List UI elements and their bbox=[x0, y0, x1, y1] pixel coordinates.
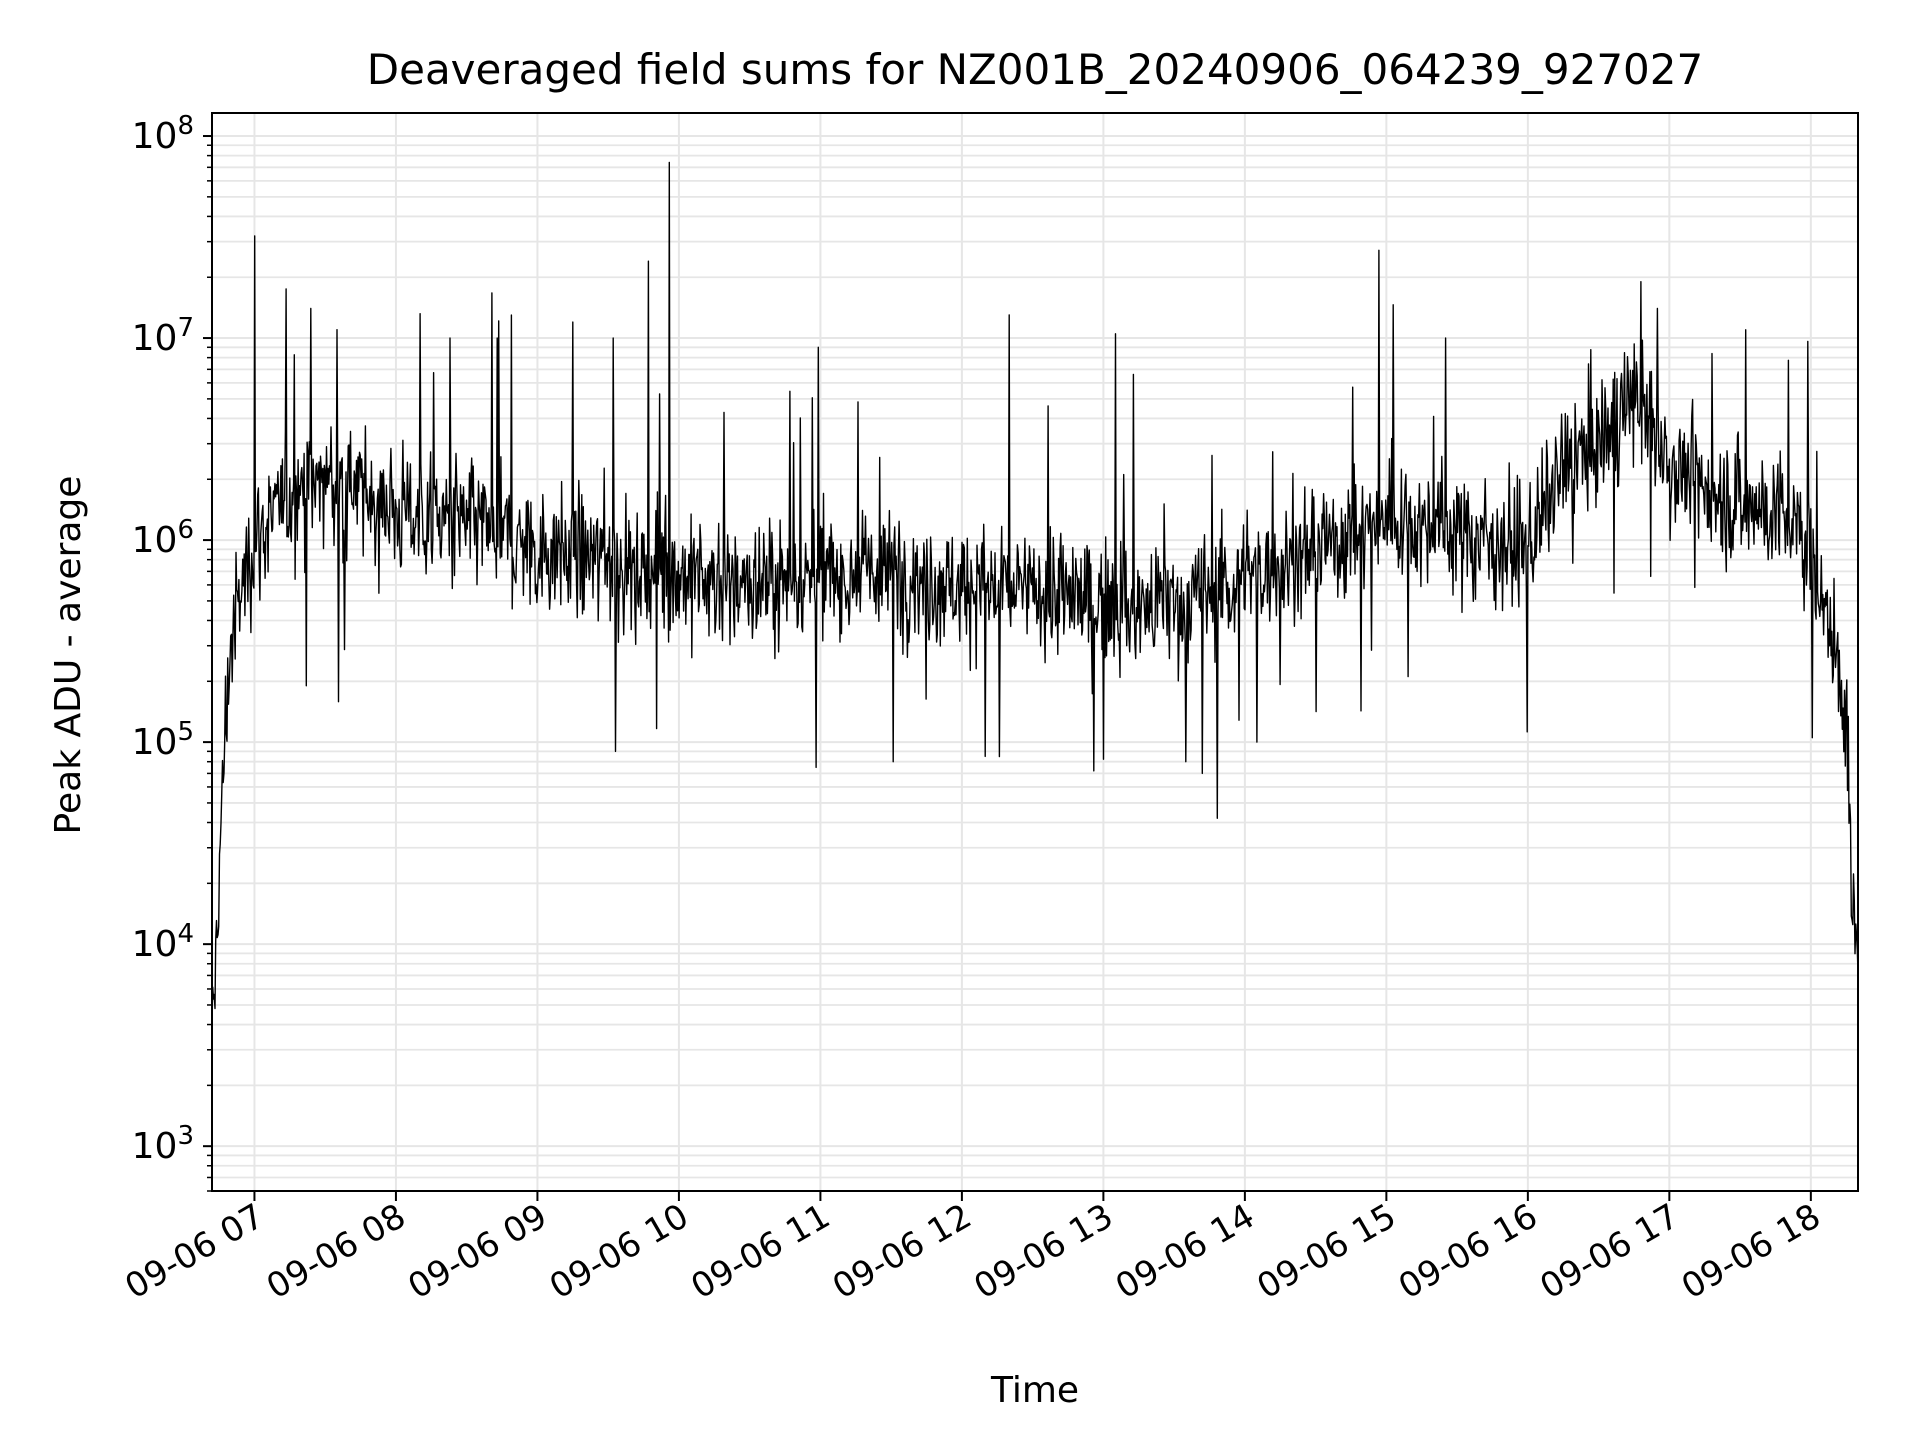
y-tick-label: 104 bbox=[132, 919, 194, 965]
data-layer bbox=[211, 161, 1859, 1025]
chart-title: Deaveraged field sums for NZ001B_2024090… bbox=[367, 45, 1703, 94]
y-tick-label: 108 bbox=[132, 111, 194, 157]
series-line bbox=[211, 161, 1859, 1025]
y-tick-label: 107 bbox=[132, 313, 194, 359]
y-tick-label: 105 bbox=[132, 717, 194, 763]
plot-frame bbox=[211, 112, 1859, 1192]
x-axis-label: Time bbox=[990, 1370, 1079, 1411]
y-tick-label: 103 bbox=[132, 1121, 194, 1167]
y-axis-label: Peak ADU - average bbox=[48, 476, 89, 835]
y-tick-label: 106 bbox=[132, 515, 194, 561]
grid-lines bbox=[212, 113, 1858, 1192]
